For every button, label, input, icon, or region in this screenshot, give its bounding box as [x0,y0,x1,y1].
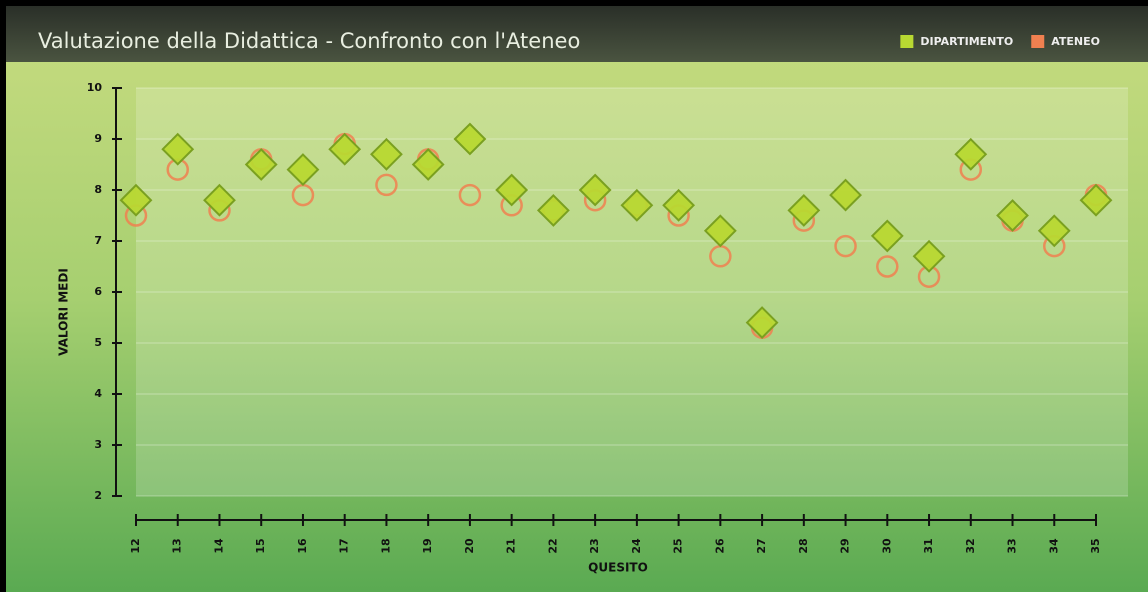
x-tick-label: 22 [546,538,559,553]
x-tick-label: 18 [379,538,392,553]
circle-marker [834,234,857,258]
x-axis-label: QUESITO [588,561,648,575]
x-tick-label: 25 [672,538,685,553]
x-tick-label: 16 [296,538,309,554]
y-tick-label: 3 [94,438,102,451]
diamond-marker [453,122,487,156]
x-tick-label: 20 [463,538,476,554]
diamond-marker [495,173,529,207]
x-tick-label: 15 [254,538,267,553]
diamond-marker [411,148,445,181]
header [6,6,1148,62]
diamond-marker [1037,214,1071,248]
diamond-marker [1079,183,1113,217]
legend-label: DIPARTIMENTO [920,35,1013,48]
y-tick-label: 7 [94,234,102,247]
diamond-marker [578,173,612,207]
x-tick-label: 17 [338,538,351,553]
x-tick-label: 27 [755,538,768,553]
x-tick-label: 14 [212,538,225,554]
diamond-marker [370,137,403,171]
diamond-marker [203,183,236,217]
diamond-marker [536,193,570,227]
x-tick-label: 33 [1006,538,1019,553]
diamond-marker [829,178,862,212]
x-tick-label: 23 [588,538,601,553]
diamond-marker [244,148,278,181]
circle-marker [876,255,899,278]
x-tick-label: 31 [922,538,935,553]
y-tick-label: 4 [94,387,102,400]
diamond-marker [703,214,737,248]
diamond-marker [328,132,362,166]
diamond-marker [620,188,654,222]
x-tick-label: 35 [1089,538,1102,553]
diamond-marker [870,219,904,253]
x-tick-label: 19 [421,538,434,553]
y-axis-label: VALORI MEDI [57,268,71,356]
diamond-marker [787,193,821,227]
x-tick-label: 30 [880,538,893,554]
diamond-marker [912,239,946,273]
legend-swatch [900,35,914,48]
diamond-marker [161,132,195,166]
y-tick-label: 9 [94,132,102,145]
diamond-marker [996,199,1029,232]
circle-marker [458,183,482,207]
chart-title: Valutazione della Didattica - Confronto … [38,29,580,53]
diamond-marker [119,183,153,217]
x-tick-label: 34 [1047,538,1060,554]
x-tick-label: 12 [129,538,142,553]
y-tick-label: 8 [94,183,102,196]
x-tick-label: 29 [839,538,852,553]
diamond-marker [662,188,696,222]
y-tick-label: 2 [94,489,102,502]
legend-label: ATENEO [1051,35,1100,48]
diamond-marker [286,153,320,187]
x-tick-label: 26 [713,538,726,554]
legend-swatch [1031,35,1045,48]
x-tick-label: 28 [797,538,810,553]
circle-marker [375,173,398,197]
diamond-marker [745,306,779,340]
y-tick-label: 5 [94,336,102,349]
x-tick-label: 13 [171,538,184,553]
background [6,6,1148,592]
x-tick-label: 21 [505,538,518,553]
y-tick-label: 6 [94,285,102,298]
diamond-marker [954,137,988,171]
x-tick-label: 24 [630,538,643,554]
x-tick-label: 32 [964,538,977,553]
y-tick-label: 10 [87,81,103,94]
